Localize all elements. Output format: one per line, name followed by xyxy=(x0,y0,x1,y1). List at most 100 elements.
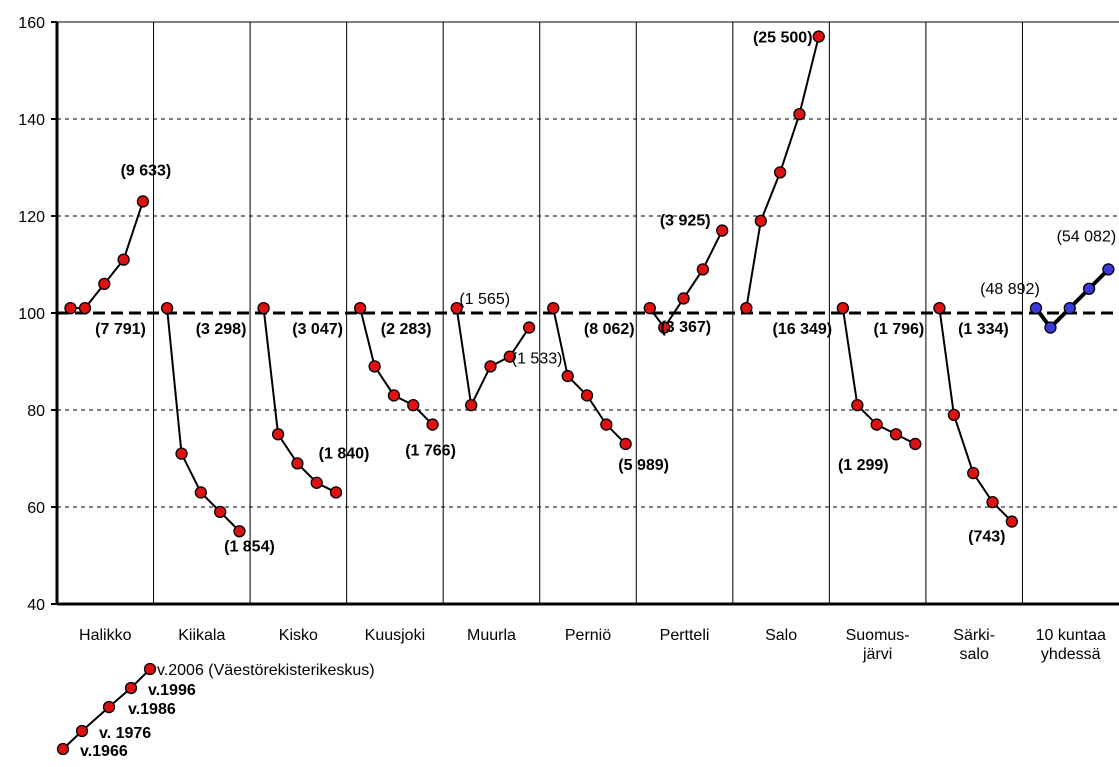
data-point xyxy=(986,495,999,509)
data-point xyxy=(812,30,825,43)
data-label: (3 925) xyxy=(660,213,711,230)
data-point xyxy=(967,466,980,480)
data-label: (1 840) xyxy=(319,445,370,462)
data-point xyxy=(933,301,946,315)
x-category-label: Pertteli xyxy=(660,627,710,644)
data-point xyxy=(78,301,92,315)
legend-label: v.1966 xyxy=(80,743,128,760)
data-point xyxy=(175,447,188,460)
data-label: (1 334) xyxy=(958,321,1009,338)
series-line xyxy=(70,201,144,310)
x-category-label: Särki-salo xyxy=(953,627,995,663)
data-point xyxy=(214,505,227,519)
y-tick-label: 100 xyxy=(18,306,45,323)
data-label: (16 349) xyxy=(773,321,833,338)
x-category-label-line: Perniö xyxy=(565,627,611,644)
data-label: (9 633) xyxy=(121,162,172,179)
data-point xyxy=(1063,301,1076,315)
series-layer xyxy=(64,30,1115,538)
label-layer: Halikko (7 791) (9 633) Kiikala (3 298) (1 85… xyxy=(79,30,1116,663)
x-category-label-line: Suomus- xyxy=(846,627,910,644)
data-point xyxy=(233,525,246,538)
x-category-label: 10 kuntaa yhdessä xyxy=(1036,627,1106,663)
data-point xyxy=(793,108,806,121)
data-point xyxy=(522,321,536,334)
data-label: (8 062) xyxy=(584,321,635,338)
data-point xyxy=(716,224,729,237)
legend-point xyxy=(75,724,89,738)
data-point xyxy=(368,360,381,373)
data-point xyxy=(696,263,710,276)
data-label: (7 791) xyxy=(95,321,146,338)
x-category-label-line: Särki- xyxy=(953,627,995,644)
data-point xyxy=(136,195,150,208)
data-point xyxy=(889,428,903,441)
x-category-label: Muurla xyxy=(467,627,516,644)
data-label: (5 989) xyxy=(618,457,669,474)
series-line xyxy=(1034,267,1110,331)
data-point xyxy=(117,253,130,266)
data-point xyxy=(658,321,671,334)
data-point xyxy=(291,457,304,470)
data-label: (1 796) xyxy=(874,321,925,338)
data-point xyxy=(754,214,767,228)
legend-label: v.1996 xyxy=(148,682,196,699)
data-point xyxy=(677,292,690,305)
data-label: (1 766) xyxy=(405,443,456,460)
x-category-label-line: 10 kuntaa xyxy=(1036,627,1106,644)
data-label: (54 082) xyxy=(1057,228,1117,245)
data-label: (2 283) xyxy=(381,321,432,338)
x-category-label-line: Muurla xyxy=(467,627,516,644)
x-category-label-line: Halikko xyxy=(79,627,132,644)
grid-layer xyxy=(57,22,1119,604)
data-point xyxy=(503,350,516,363)
data-point xyxy=(547,301,560,315)
x-category-label: Halikko xyxy=(79,627,132,644)
data-point xyxy=(1005,515,1018,528)
x-category-label: Kiikala xyxy=(178,627,225,644)
data-point xyxy=(271,428,285,441)
data-label: (48 892) xyxy=(980,281,1040,298)
legend-label: v.2006 (Väestörekisterikeskus) xyxy=(157,662,375,679)
x-category-label: Suomus-järvi xyxy=(846,627,910,663)
x-category-label-line: Salo xyxy=(765,627,797,644)
data-point xyxy=(64,301,77,315)
data-point xyxy=(580,389,594,402)
data-label: (1 854) xyxy=(224,538,275,555)
x-category-label-line: Kuusjoki xyxy=(365,627,425,644)
data-label: (3 047) xyxy=(292,321,343,338)
legend-label: v. 1976 xyxy=(99,725,151,742)
x-category-label-line: Pertteli xyxy=(660,627,710,644)
x-category-label: Kuusjoki xyxy=(365,627,425,644)
data-label: (3 298) xyxy=(196,321,247,338)
data-point xyxy=(1082,282,1096,295)
x-category-label: Kisko xyxy=(279,627,318,644)
data-point xyxy=(387,389,401,402)
data-point xyxy=(643,301,656,315)
legend-point xyxy=(124,681,138,695)
x-category-label: Perniö xyxy=(565,627,611,644)
data-point xyxy=(98,277,111,291)
y-tick-label: 60 xyxy=(27,500,45,517)
data-point xyxy=(1102,263,1115,276)
data-point xyxy=(619,437,632,451)
data-label: (1 565) xyxy=(459,291,510,308)
data-point xyxy=(851,398,864,412)
data-point xyxy=(407,398,420,412)
y-tick-label: 120 xyxy=(18,209,45,226)
data-point xyxy=(600,418,613,431)
data-point xyxy=(465,398,478,412)
legend-point xyxy=(143,662,157,676)
x-category-label-line: salo xyxy=(960,646,989,663)
data-point xyxy=(870,418,883,431)
data-point xyxy=(740,301,753,315)
data-label: (3 367) xyxy=(660,319,711,336)
legend-point xyxy=(56,742,70,756)
legend-point xyxy=(102,700,116,714)
x-category-label-line: Kiikala xyxy=(178,627,225,644)
data-point xyxy=(160,301,174,315)
data-point xyxy=(836,301,850,315)
